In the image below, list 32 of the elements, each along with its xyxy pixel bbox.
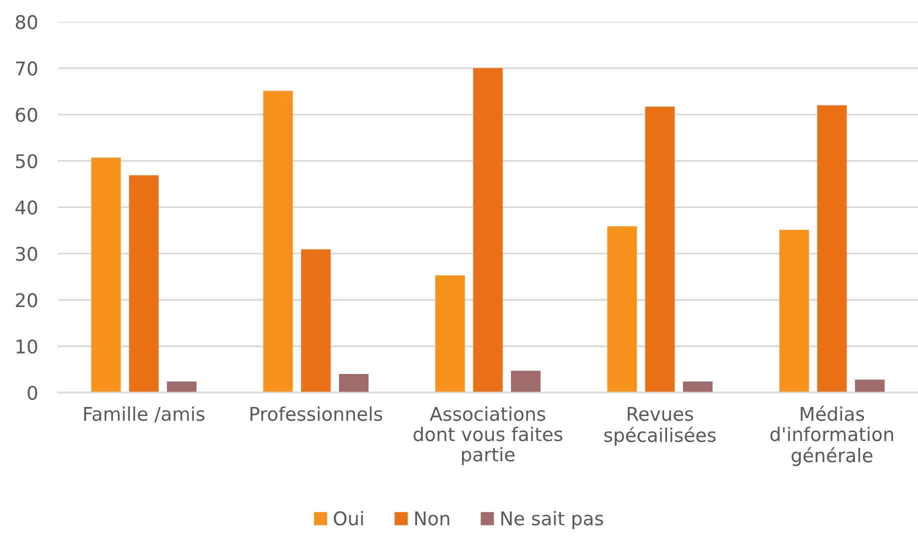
y-tick-label: 80 [16,15,38,30]
y-tick-label: 50 [16,154,38,168]
bar [166,381,196,393]
bar [301,249,331,393]
y-tick-label: 70 [16,61,38,76]
bar [435,275,465,393]
y-tick-label: 10 [16,339,38,354]
x-tick-label: Revues spécailisées [604,407,716,446]
legend-label: Ne sait pas [501,510,604,530]
bar [855,380,885,393]
bar [473,68,503,393]
y-tick-label: 30 [16,246,38,261]
y-tick-label: 60 [16,108,38,122]
x-tick-label: Famille /amis [84,406,204,422]
x-tick-label: Associations dont vous faites partie [414,406,562,466]
x-tick-label: Médias d'information générale [770,406,894,466]
bar [510,370,541,393]
bar [338,374,369,393]
legend-label: Non [415,512,450,526]
bar [645,106,675,393]
bar [683,381,713,393]
bar [817,105,847,393]
x-tick-label: Professionnels [250,406,382,421]
legend-label: Oui [334,510,363,526]
y-tick-label: 40 [15,200,38,215]
bar [607,226,637,393]
y-tick-label: 20 [16,293,38,308]
bar [91,158,121,393]
y-tick-label: 0 [28,386,38,400]
bar [779,230,809,393]
bar [263,90,293,393]
bar [129,175,159,393]
